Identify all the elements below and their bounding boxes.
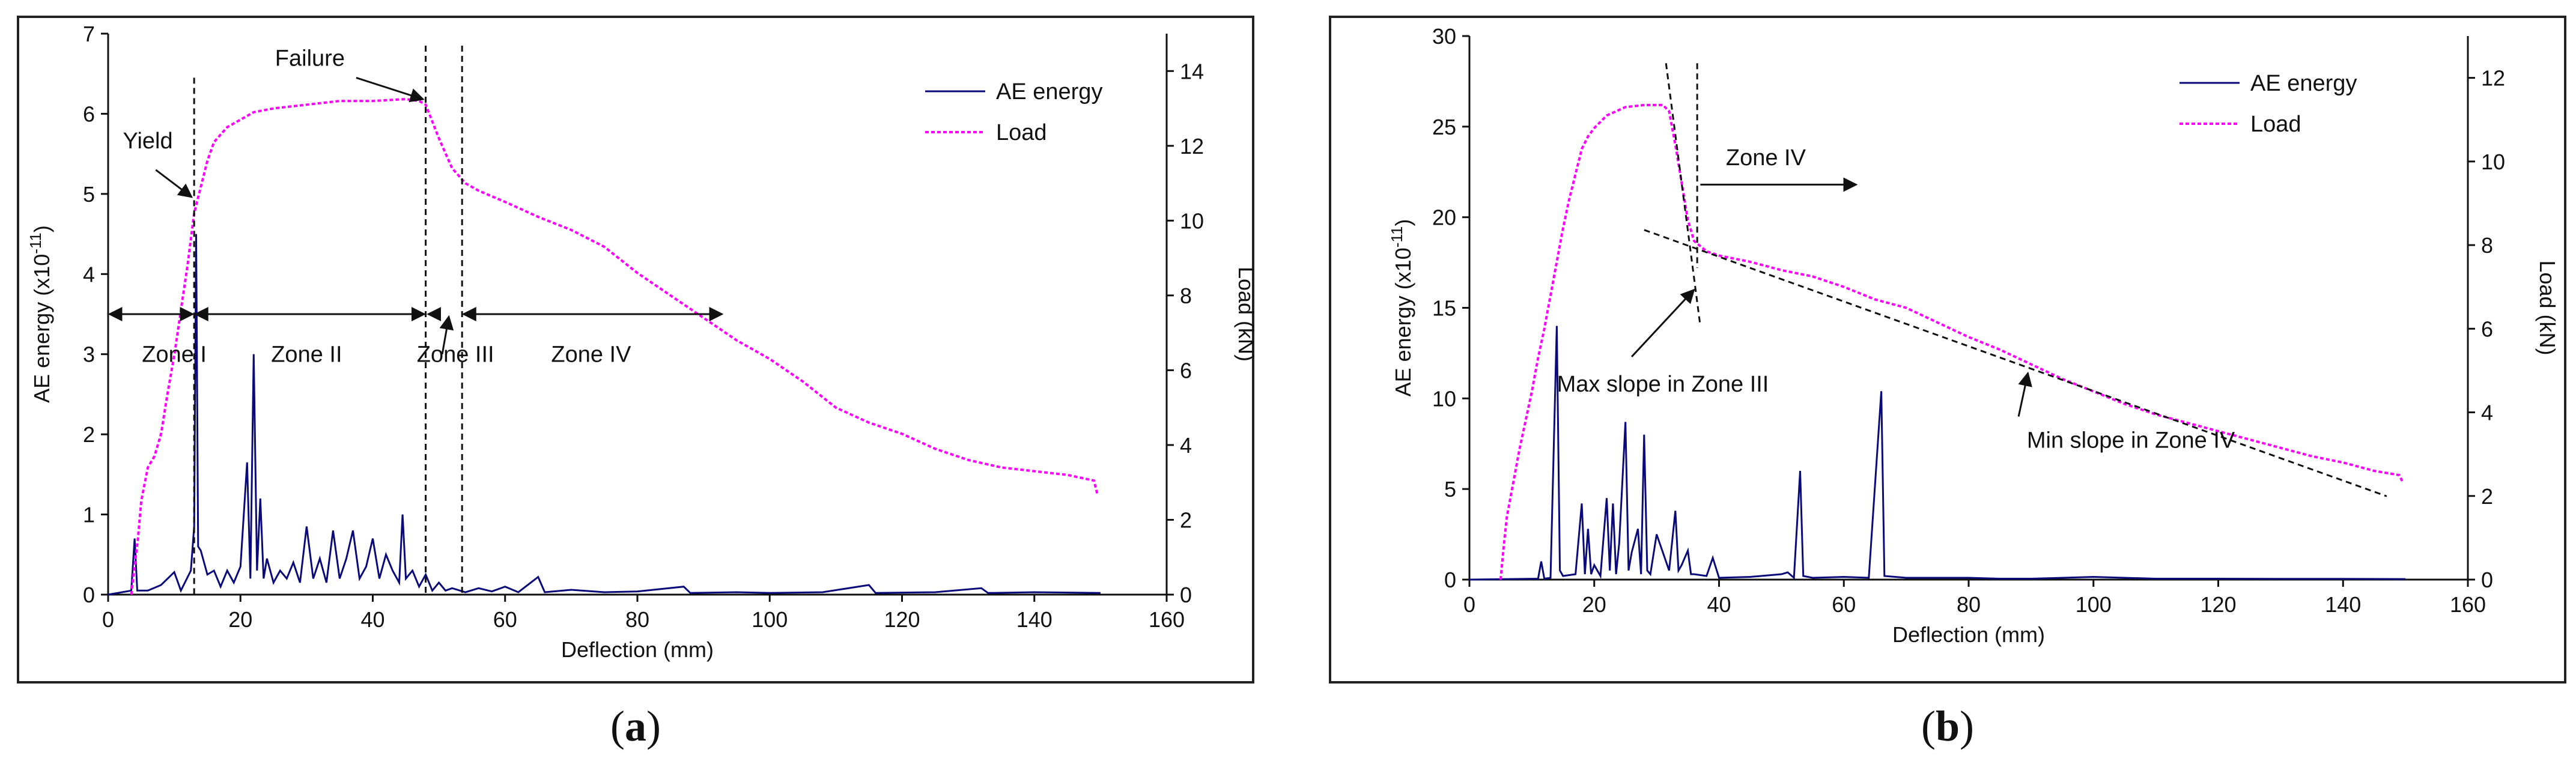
load-series [1499, 103, 2404, 580]
x-axis-label: Deflection (mm) [561, 637, 714, 662]
legend-ae-label: AE energy [2250, 71, 2357, 96]
y-right-tick-label: 2 [1180, 508, 1192, 532]
caption-a: (a) [610, 702, 661, 750]
yield-label: Yield [123, 129, 173, 154]
zone-label: Zone III [417, 342, 494, 368]
x-tick-label: 80 [1957, 592, 1981, 617]
y-left-tick-label: 5 [1444, 477, 1456, 502]
y-left-tick-label: 3 [83, 342, 95, 367]
y-right-tick-label: 14 [1180, 59, 1204, 83]
failure-arrow [356, 76, 425, 103]
x-tick-label: 120 [884, 607, 920, 632]
y-right-tick-label: 8 [1180, 283, 1192, 308]
y-left-tick-label: 15 [1432, 296, 1456, 321]
y-left-tick-label: 5 [83, 182, 95, 207]
yield-arrow [155, 169, 193, 198]
y-left-tick-label: 4 [83, 262, 95, 286]
y-left-tick-label: 25 [1432, 115, 1456, 139]
y-left-tick-label: 0 [83, 583, 95, 607]
legend-load-label: Load [996, 120, 1047, 145]
panel-a-frame [17, 16, 1254, 684]
y-right-tick-label: 6 [1180, 358, 1192, 383]
zone-label: Zone IV [551, 342, 631, 368]
y-left-axis-label: AE energy (x10-11) [1388, 219, 1415, 397]
max-slope-arrow [1630, 288, 1695, 357]
caption-a-letter: a [625, 702, 646, 750]
x-tick-label: 60 [1832, 592, 1856, 617]
x-tick-label: 160 [1149, 607, 1185, 632]
legend-ae-label: AE energy [996, 79, 1102, 105]
x-tick-label: 60 [493, 607, 517, 632]
zone-label: Zone II [271, 342, 342, 368]
y-right-tick-label: 10 [2481, 150, 2505, 174]
y-right-tick-label: 12 [2481, 66, 2505, 91]
y-right-tick-label: 2 [2481, 484, 2493, 509]
caption-b-letter: b [1935, 702, 1960, 750]
zone-arrow [439, 315, 454, 354]
y-right-tick-label: 0 [2481, 568, 2493, 592]
y-left-tick-label: 2 [83, 422, 95, 447]
min-slope-arrow [2017, 371, 2032, 417]
chart-panel-a: 0 20 40 60 80 100 120 140 1600123456702468101214… [26, 22, 1259, 662]
panel-b-frame [1329, 16, 2566, 684]
x-tick-label: 80 [625, 607, 649, 632]
max-slope-label: Max slope in Zone III [1557, 372, 1769, 397]
failure-label: Failure [275, 46, 345, 71]
y-left-axis-label: AE energy (x10-11) [26, 225, 54, 403]
legend-load-label: Load [2250, 112, 2301, 137]
x-tick-label: 140 [1016, 607, 1053, 632]
y-right-tick-label: 0 [1180, 583, 1192, 607]
y-left-tick-label: 1 [83, 503, 95, 527]
y-right-tick-label: 6 [2481, 317, 2493, 341]
y-right-tick-label: 4 [2481, 401, 2493, 425]
y-right-tick-label: 10 [1180, 208, 1204, 233]
x-tick-label: 120 [2200, 592, 2236, 617]
y-left-tick-label: 0 [1444, 568, 1456, 592]
y-right-tick-label: 12 [1180, 134, 1204, 159]
chart-panel-b: 0 20 40 60 80 100 120 140 1600510152025300246810… [1388, 24, 2560, 647]
y-right-tick-label: 4 [1180, 433, 1192, 458]
ae-energy-series [108, 234, 1101, 596]
x-tick-label: 100 [752, 607, 788, 632]
y-left-tick-label: 7 [83, 22, 95, 46]
x-tick-label: 20 [1582, 592, 1606, 617]
y-left-tick-label: 30 [1432, 24, 1456, 49]
x-axis-label: Deflection (mm) [1892, 622, 2045, 647]
x-tick-label: 40 [1707, 592, 1731, 617]
x-tick-label: 0 [1463, 592, 1475, 617]
zone-label: Zone IV [1726, 145, 1806, 171]
x-tick-label: 140 [2325, 592, 2361, 617]
x-tick-label: 100 [2076, 592, 2112, 617]
y-left-tick-label: 10 [1432, 386, 1456, 411]
x-tick-label: 160 [2450, 592, 2486, 617]
max-slope-line [1665, 63, 1701, 326]
ae-energy-series [1469, 326, 2406, 581]
y-right-axis-label: Load (kN) [2535, 260, 2560, 355]
y-left-tick-label: 6 [83, 102, 95, 126]
caption-b: (b) [1921, 702, 1974, 750]
min-slope-label: Min slope in Zone IV [2027, 428, 2235, 453]
x-tick-label: 20 [228, 607, 252, 632]
y-left-tick-label: 20 [1432, 205, 1456, 230]
x-tick-label: 40 [360, 607, 384, 632]
zone-label: Zone I [142, 342, 207, 368]
y-right-axis-label: Load (kN) [1234, 267, 1259, 362]
x-tick-label: 0 [102, 607, 114, 632]
min-slope-line [1644, 229, 2387, 497]
y-right-tick-label: 8 [2481, 233, 2493, 258]
